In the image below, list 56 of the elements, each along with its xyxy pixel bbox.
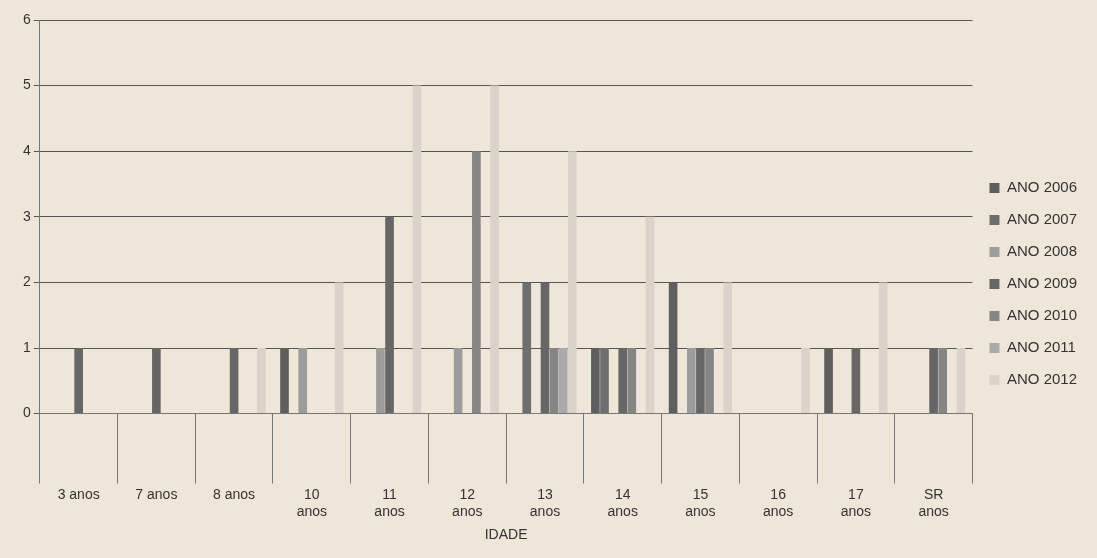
bar bbox=[412, 85, 422, 414]
bar bbox=[956, 348, 966, 414]
y-tick-label: 0 bbox=[22, 404, 31, 421]
bar bbox=[801, 348, 810, 414]
bar bbox=[472, 151, 481, 414]
x-tick-label: 13 anos bbox=[529, 485, 561, 519]
legend-label: ANO 2006 bbox=[1006, 178, 1078, 196]
x-tick-label: 17 anos bbox=[840, 485, 872, 519]
y-tick-label: 4 bbox=[22, 142, 31, 159]
x-tick-label: SR anos bbox=[918, 485, 949, 519]
y-tick-label: 6 bbox=[22, 10, 31, 27]
bar bbox=[334, 282, 344, 414]
x-tick-label: 7 anos bbox=[135, 485, 178, 502]
bar bbox=[687, 348, 696, 414]
bar bbox=[567, 151, 577, 414]
bar bbox=[298, 348, 308, 414]
bar bbox=[938, 348, 948, 414]
bar bbox=[929, 348, 938, 414]
bar bbox=[74, 348, 83, 414]
y-tick-label: 2 bbox=[22, 273, 31, 290]
bar bbox=[229, 348, 239, 414]
bar bbox=[453, 348, 463, 414]
bar bbox=[540, 282, 550, 414]
bar bbox=[696, 348, 705, 414]
legend-label: ANO 2007 bbox=[1006, 210, 1078, 228]
bar bbox=[558, 348, 568, 414]
x-tick-label: 10 anos bbox=[296, 485, 327, 519]
x-tick-label: 16 anos bbox=[762, 485, 794, 519]
y-tick-label: 3 bbox=[22, 207, 31, 224]
bar bbox=[851, 348, 861, 414]
bar bbox=[385, 216, 394, 414]
bar bbox=[376, 348, 385, 414]
bar bbox=[627, 348, 637, 414]
bar bbox=[549, 348, 559, 414]
bar bbox=[645, 216, 655, 414]
bar bbox=[878, 282, 888, 414]
bar bbox=[705, 348, 714, 414]
legend-label: ANO 2009 bbox=[1006, 274, 1078, 292]
x-tick-label: 14 anos bbox=[607, 485, 638, 519]
x-tick-label: 3 anos bbox=[57, 485, 100, 502]
bar bbox=[152, 348, 161, 414]
x-tick-label: 8 anos bbox=[213, 485, 256, 502]
legend-label: ANO 2011 bbox=[1006, 338, 1076, 356]
bar bbox=[490, 85, 499, 414]
legend-label: ANO 2010 bbox=[1006, 306, 1078, 324]
y-tick-label: 5 bbox=[22, 76, 31, 93]
legend-label: ANO 2012 bbox=[1006, 370, 1078, 388]
x-axis-title: IDADE bbox=[484, 526, 528, 543]
y-tick-label: 1 bbox=[22, 338, 31, 355]
bar bbox=[723, 282, 733, 414]
bar bbox=[618, 348, 628, 414]
x-tick-label: 15 anos bbox=[685, 485, 716, 519]
x-tick-label: 12 anos bbox=[452, 485, 483, 519]
bar bbox=[257, 348, 266, 414]
legend-label: ANO 2008 bbox=[1006, 242, 1078, 260]
x-tick-label: 11 anos bbox=[374, 485, 405, 519]
